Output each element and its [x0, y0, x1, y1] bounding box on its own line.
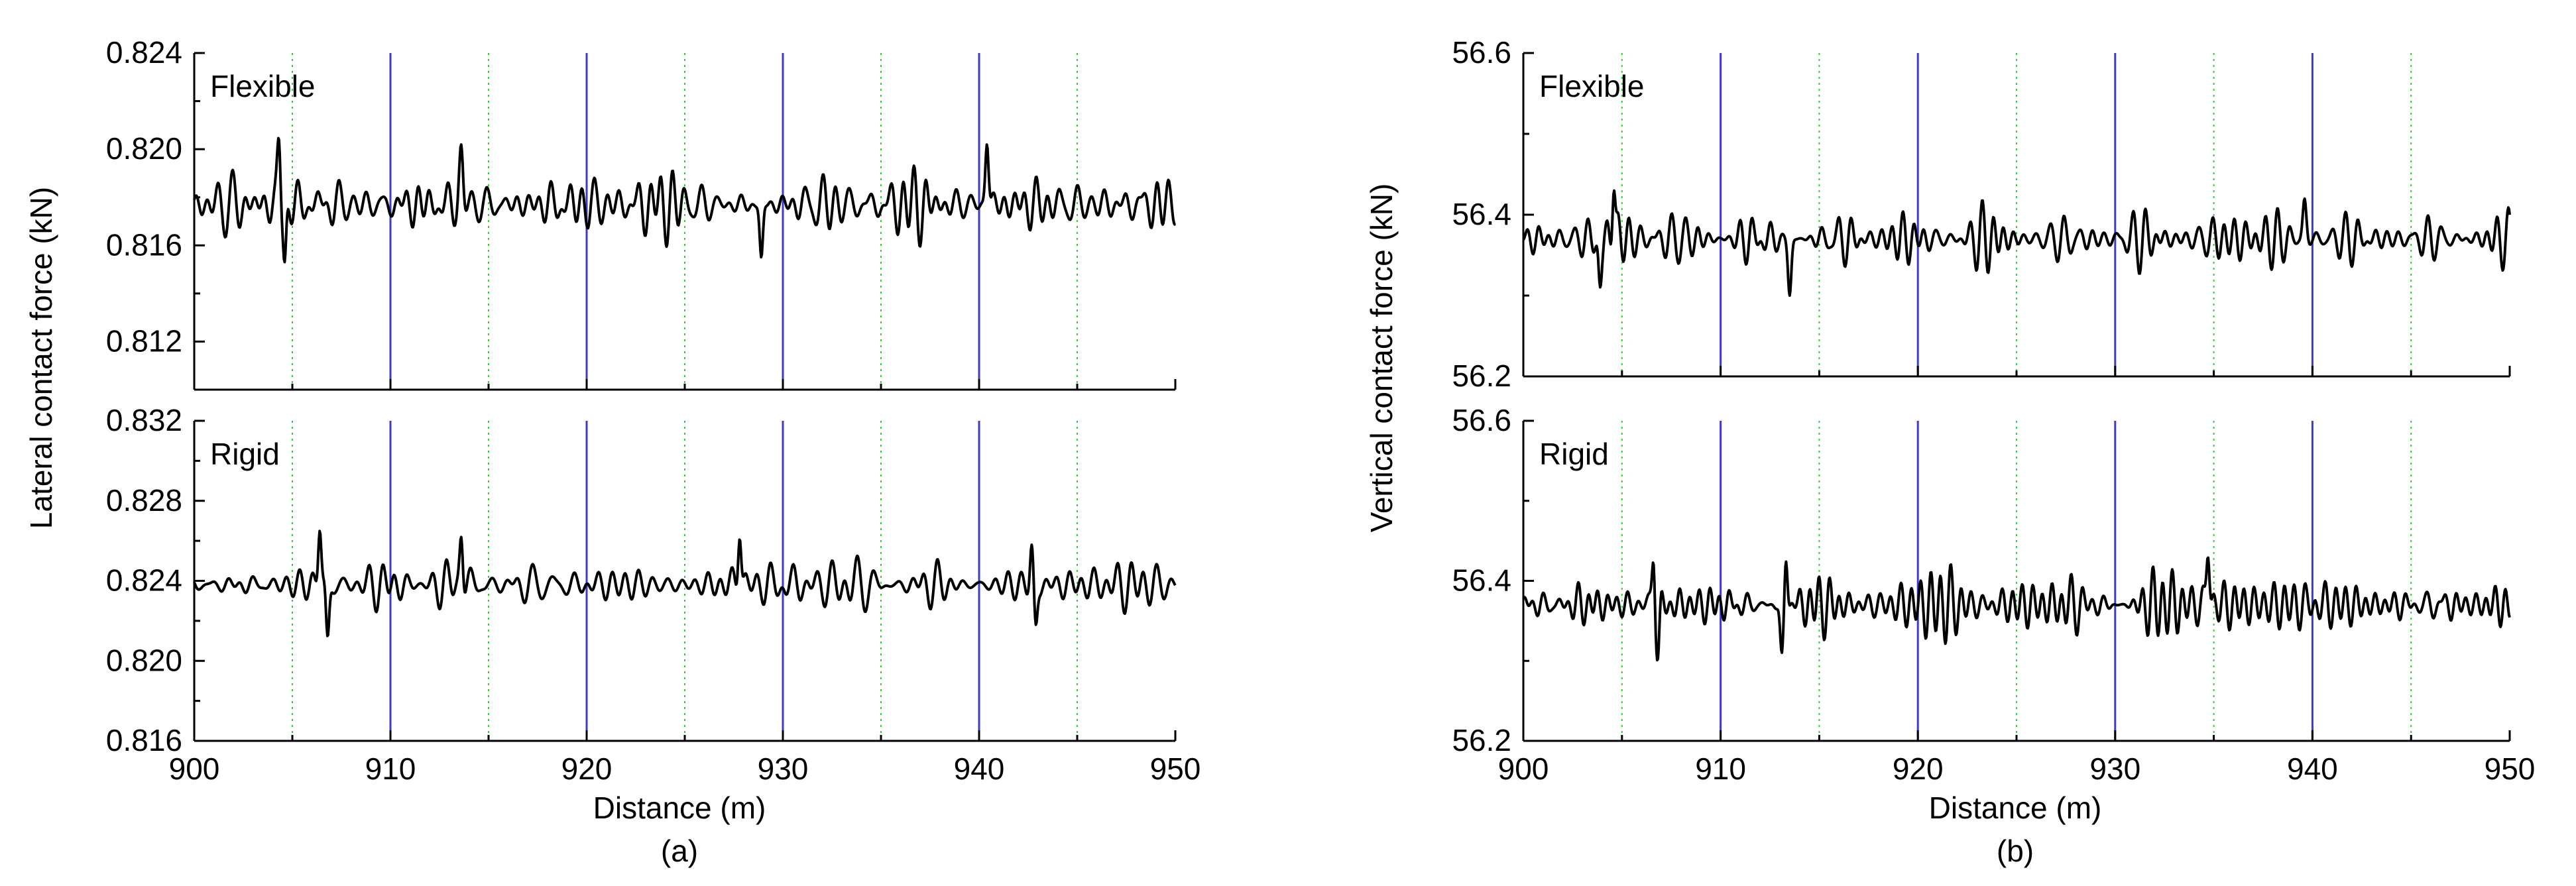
series-line	[193, 137, 1176, 264]
x-tick-label: 930	[2089, 751, 2140, 786]
x-tick-label: 940	[2287, 751, 2338, 786]
subplot-1: 0.816 0.820 0.824 0.828 0.832 900 910 920 930 940…	[106, 403, 1201, 786]
x-tick-label: 910	[365, 751, 416, 786]
caption-b: (b)	[1997, 834, 2034, 868]
panel-title: Flexible	[210, 69, 316, 103]
series-line	[1522, 189, 2511, 297]
y-tick-label: 0.812	[106, 323, 182, 358]
series-line	[1522, 556, 2511, 662]
y-tick-label: 0.820	[106, 131, 182, 166]
y-tick-label: 0.832	[106, 403, 182, 437]
ylabel-b: Vertical contact force (kN)	[1364, 184, 1399, 533]
x-tick-label: 930	[758, 751, 809, 786]
y-tick-label: 56.2	[1452, 359, 1511, 393]
y-tick-label: 0.820	[106, 643, 182, 677]
subplot-2: 56.2 56.4 56.6 Flexible	[1452, 35, 2511, 393]
y-tick-label: 56.4	[1452, 563, 1511, 598]
y-tick-label: 0.824	[106, 35, 182, 70]
y-tick-label: 0.828	[106, 483, 182, 518]
panel-title: Rigid	[210, 437, 280, 471]
xlabel-a: Distance (m)	[593, 791, 766, 825]
subplot-0: 0.812 0.816 0.820 0.824 Flexible	[106, 35, 1177, 391]
y-tick-label: 56.6	[1452, 35, 1511, 70]
plots: 0.8120.8160.8200.824Flexible0.8160.8200.…	[106, 35, 2536, 786]
y-tick-label: 56.2	[1452, 723, 1511, 757]
panel-title: Flexible	[1539, 69, 1645, 103]
ylabel-a: Lateral contact force (kN)	[24, 187, 58, 529]
x-tick-label: 950	[1150, 751, 1201, 786]
x-tick-label: 900	[169, 751, 220, 786]
xlabel-b: Distance (m)	[1929, 791, 2102, 825]
panel-title: Rigid	[1539, 437, 1609, 471]
x-tick-label: 920	[561, 751, 613, 786]
x-tick-label: 900	[1498, 751, 1549, 786]
y-tick-label: 0.816	[106, 723, 182, 757]
y-tick-label: 56.6	[1452, 403, 1511, 437]
caption-a: (a)	[661, 834, 698, 868]
y-tick-label: 0.816	[106, 227, 182, 262]
x-tick-label: 920	[1893, 751, 1944, 786]
series-line	[193, 529, 1177, 637]
subplot-3: 56.2 56.4 56.6 900 910 920 930 940 950 Rigid	[1452, 403, 2535, 786]
x-tick-label: 950	[2485, 751, 2536, 786]
x-tick-label: 910	[1695, 751, 1746, 786]
y-tick-label: 0.824	[106, 563, 182, 598]
y-tick-label: 56.4	[1452, 197, 1511, 231]
x-tick-label: 940	[954, 751, 1005, 786]
